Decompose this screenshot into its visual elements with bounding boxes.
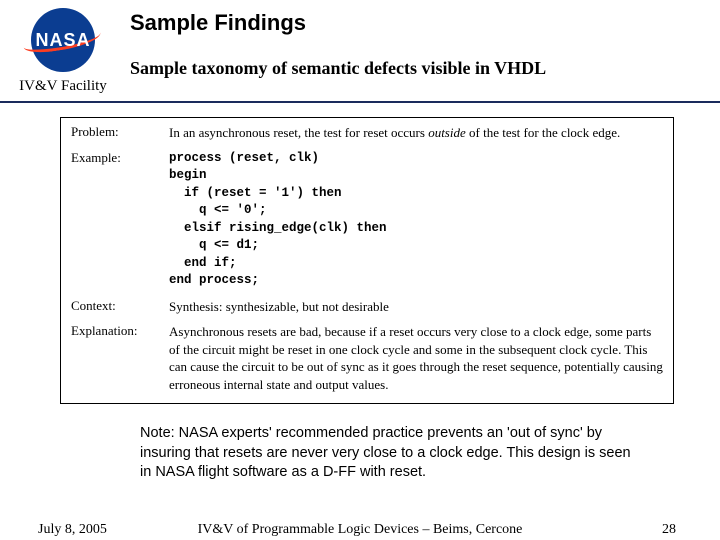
explanation-row: Explanation: Asynchronous resets are bad… <box>71 323 663 393</box>
context-row: Context: Synthesis: synthesizable, but n… <box>71 298 663 316</box>
problem-post: of the test for the clock edge. <box>466 125 621 140</box>
nasa-logo: NASA <box>25 8 101 72</box>
context-label: Context: <box>71 298 169 314</box>
problem-row: Problem: In an asynchronous reset, the t… <box>71 124 663 142</box>
problem-value: In an asynchronous reset, the test for r… <box>169 124 663 142</box>
example-code: process (reset, clk) begin if (reset = '… <box>169 150 663 290</box>
footer-page: 28 <box>662 522 676 538</box>
header-bar: NASA IV&V Facility Sample Findings Sampl… <box>0 0 720 103</box>
explanation-value: Asynchronous resets are bad, because if … <box>169 323 663 393</box>
problem-pre: In an asynchronous reset, the test for r… <box>169 125 428 140</box>
example-label: Example: <box>71 150 169 166</box>
content-area: Problem: In an asynchronous reset, the t… <box>0 103 720 483</box>
context-value: Synthesis: synthesizable, but not desira… <box>169 298 663 316</box>
logo-block: NASA IV&V Facility <box>8 8 118 101</box>
note-text: Note: NASA experts' recommended practice… <box>140 424 634 483</box>
defect-box: Problem: In an asynchronous reset, the t… <box>60 117 674 404</box>
nasa-logo-text: NASA <box>25 30 101 51</box>
page-subtitle: Sample taxonomy of semantic defects visi… <box>130 58 720 79</box>
footer-center: IV&V of Programmable Logic Devices – Bei… <box>0 522 720 538</box>
problem-italic: outside <box>428 125 466 140</box>
problem-label: Problem: <box>71 124 169 140</box>
title-block: Sample Findings Sample taxonomy of seman… <box>118 8 720 87</box>
page-title: Sample Findings <box>130 10 720 36</box>
facility-label: IV&V Facility <box>8 78 118 101</box>
example-row: Example: process (reset, clk) begin if (… <box>71 150 663 290</box>
explanation-label: Explanation: <box>71 323 169 339</box>
